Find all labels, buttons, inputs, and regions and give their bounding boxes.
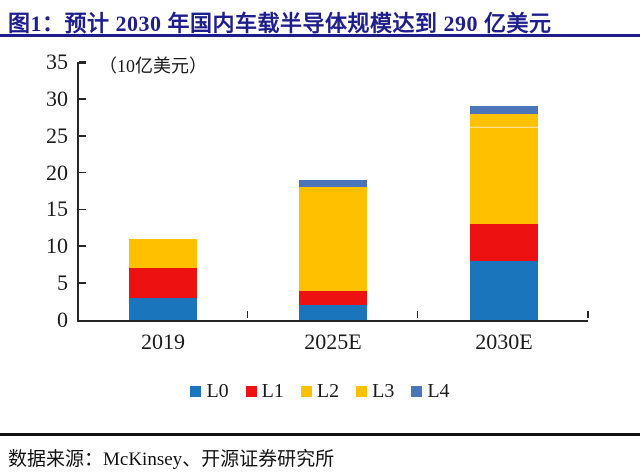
y-axis-line [77,62,79,322]
bar-segment-l0-2025e [299,305,367,320]
bar-segment-l2-2019 [129,238,197,269]
legend-swatch-l3 [356,385,368,397]
bar-segment-l2-2025e [299,187,367,291]
x-axis-tick [587,311,589,319]
legend-swatch-l1 [245,385,257,397]
x-axis-tick [416,311,419,319]
bar-segment-l1-2025e [299,290,367,306]
chart-legend: L0 L1 L2 L3 L4 [0,381,640,401]
legend-item-l4: L4 [411,380,450,402]
legend-item-l1: L1 [245,380,284,402]
legend-label: L4 [427,380,450,402]
bar-segment-l0-2030e [470,261,538,320]
x-axis-line [77,319,588,322]
y-axis-tick [78,171,86,174]
y-axis-tick [78,282,86,284]
bar-segment-l1-2019 [129,268,197,298]
y-axis-tick-label: 15 [46,196,68,222]
y-axis-tick-label: 30 [46,85,68,111]
legend-item-l2: L2 [300,380,340,402]
legend-item-l0: L0 [190,380,229,402]
y-axis-tick [78,134,86,137]
legend-label: L1 [261,380,284,402]
footer-divider [0,433,640,436]
y-axis-top-tick [78,62,86,64]
legend-label: L3 [372,380,395,402]
y-axis-tick [78,208,86,211]
bar-segment-l2-2030e [470,128,538,225]
y-axis-tick [78,61,86,63]
legend-swatch-l2 [300,385,312,397]
figure-title: 图1：预计 2030 年国内车载半导体规模达到 290 亿美元 [8,11,552,36]
legend-item-l3: L3 [356,381,394,401]
x-axis-tick [246,311,249,319]
y-axis-tick-label: 20 [46,159,68,185]
data-source: 数据来源：McKinsey、开源证券研究所 [8,449,335,470]
legend-swatch-l0 [190,385,202,397]
x-axis-label: 2030E [475,329,533,354]
y-axis-unit-label: （10亿美元） [99,56,207,76]
y-axis-tick-label: 35 [46,49,68,74]
bar-segment-l1-2030e [470,224,538,261]
bar-segment-l4-2030e [470,106,538,114]
x-axis-label: 2025E [304,329,362,354]
bar-segment-l3-2030e [470,113,538,129]
bar-segment-l4-2025e [299,179,367,188]
y-axis-tick-label: 5 [57,270,68,296]
y-axis-tick [78,98,86,100]
y-axis-tick-label: 10 [46,233,68,259]
x-axis-label: 2019 [141,329,185,354]
bar-segment-l0-2019 [129,297,197,320]
legend-label: L0 [206,380,229,402]
y-axis-tick [78,245,86,248]
legend-label: L2 [316,380,340,402]
y-axis-tick-label: 25 [46,122,68,148]
title-underline [0,34,640,37]
y-axis-tick-label: 0 [57,307,68,332]
legend-swatch-l4 [411,385,423,397]
